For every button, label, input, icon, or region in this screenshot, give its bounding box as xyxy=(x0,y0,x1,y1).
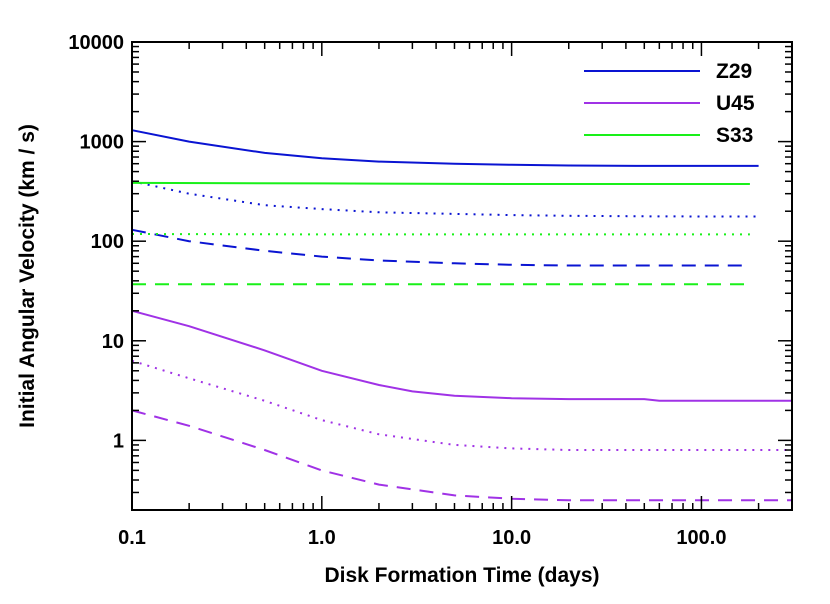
x-tick-label: 10.0 xyxy=(492,527,531,549)
series-line-z29-dotted xyxy=(131,180,759,218)
x-tick-label: 0.1 xyxy=(118,527,146,549)
series-line-z29-solid xyxy=(131,129,759,167)
y-tick-label: 1 xyxy=(113,430,124,452)
legend-label-s33: S33 xyxy=(716,124,753,147)
series-line-u45-dotted xyxy=(131,359,792,451)
ticks-layer: 0.1 1.0 10.0 100.0 1 10 100 1000 10000 xyxy=(68,32,793,549)
series-layer xyxy=(131,129,792,502)
y-tick-label: 10000 xyxy=(68,32,124,54)
y-tick-label: 1000 xyxy=(80,132,125,154)
y-tick-label: 10 xyxy=(102,331,124,353)
series-line-u45-solid xyxy=(131,309,792,402)
series-line-z29-dashed xyxy=(131,228,750,267)
x-tick-label: 1.0 xyxy=(308,527,336,549)
x-tick-label: 100.0 xyxy=(676,527,726,549)
legend-label-u45: U45 xyxy=(716,92,755,115)
legend: Z29 U45 S33 xyxy=(584,60,755,147)
y-tick-label: 100 xyxy=(91,231,124,253)
x-axis-title: Disk Formation Time (days) xyxy=(324,564,599,587)
series-line-s33-solid xyxy=(131,181,750,185)
plot-frame xyxy=(131,41,793,511)
series-line-u45-dashed xyxy=(131,409,792,502)
y-axis-title: Initial Angular Velocity (km / s) xyxy=(16,124,39,428)
legend-label-z29: Z29 xyxy=(716,60,752,83)
